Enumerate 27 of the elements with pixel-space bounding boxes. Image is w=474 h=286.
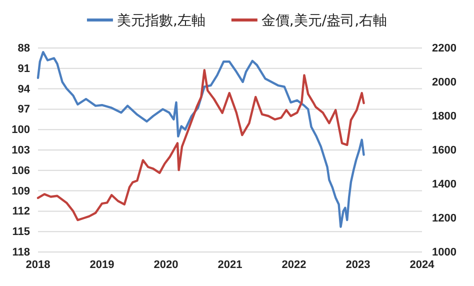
y2-tick-label: 1600 [432, 144, 456, 157]
y-tick-label: 97 [18, 104, 30, 116]
y-tick-label: 100 [12, 124, 30, 136]
y2-tick-label: 1400 [432, 178, 456, 191]
y-tick-label: 94 [18, 83, 31, 96]
x-tick-label: 2019 [90, 258, 114, 271]
y2-tick-label: 1000 [432, 246, 456, 259]
x-tick-label: 2024 [410, 258, 436, 271]
y2-tick-label: 1800 [432, 110, 456, 123]
y-tick-label: 112 [12, 206, 30, 218]
y-tick-label: 118 [12, 246, 30, 259]
x-tick-label: 2020 [154, 258, 178, 271]
y2-tick-label: 2200 [432, 42, 456, 55]
y-tick-label: 109 [12, 185, 30, 198]
y-tick-label: 115 [12, 226, 30, 238]
x-tick-label: 2018 [26, 258, 50, 271]
y-tick-label: 91 [18, 62, 30, 75]
y2-tick-label: 1200 [432, 212, 456, 225]
y-tick-label: 106 [12, 164, 30, 177]
x-tick-label: 2021 [218, 258, 242, 271]
legend-label: 美元指數,左軸 [116, 13, 206, 29]
legend-label: 金價,美元/盎司,右軸 [261, 13, 388, 29]
x-tick-label: 2023 [346, 258, 370, 271]
x-tick-label: 2022 [282, 258, 306, 271]
y2-tick-label: 2000 [432, 76, 456, 89]
y-tick-label: 103 [12, 144, 30, 157]
y-tick-label: 88 [18, 42, 30, 55]
